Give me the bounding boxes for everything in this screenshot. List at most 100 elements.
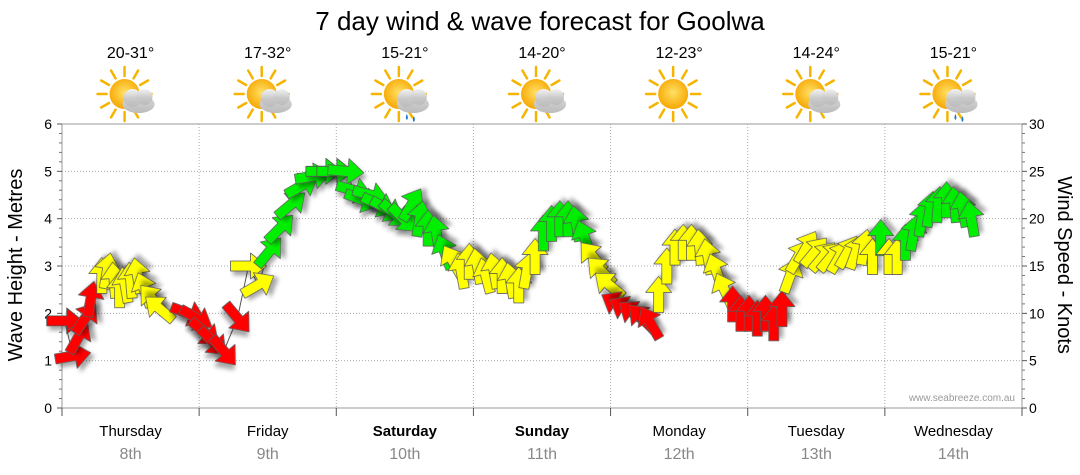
sunny-icon bbox=[644, 65, 702, 123]
wind-arrow-shape bbox=[327, 158, 365, 185]
y-tick-label-left: 2 bbox=[44, 305, 52, 321]
y-tick-label-right: 25 bbox=[1029, 163, 1045, 179]
sun-ray bbox=[785, 79, 796, 87]
cloud-shade bbox=[396, 97, 429, 113]
partly-cloudy-icon bbox=[233, 65, 292, 123]
sun-ray bbox=[511, 101, 522, 109]
temperature-range: 14-24° bbox=[793, 45, 840, 62]
sun-ray bbox=[511, 79, 522, 87]
rain-drop bbox=[412, 116, 415, 122]
wind-arrow bbox=[327, 158, 365, 185]
rain-drop bbox=[405, 114, 408, 120]
y-tick-label-right: 10 bbox=[1029, 305, 1045, 321]
y-tick-label-left: 3 bbox=[44, 258, 52, 274]
sun-ray bbox=[521, 69, 529, 80]
grid bbox=[61, 123, 1023, 409]
temperature-range: 20-31° bbox=[107, 45, 154, 62]
wind-arrow bbox=[263, 214, 294, 245]
wind-arrow-shape bbox=[253, 237, 282, 270]
sun-ray bbox=[269, 69, 277, 80]
sun-ray bbox=[384, 69, 392, 80]
y-tick-label-right: 20 bbox=[1029, 211, 1045, 227]
sun-ray bbox=[550, 79, 561, 87]
sun-ray bbox=[237, 79, 248, 87]
weather-icons bbox=[96, 65, 978, 123]
sun-ray bbox=[406, 69, 414, 80]
sun-ray bbox=[374, 79, 385, 87]
sun-ray bbox=[543, 69, 551, 80]
sun-ray bbox=[824, 79, 835, 87]
sun-disc bbox=[658, 79, 689, 109]
sun-ray bbox=[413, 79, 424, 87]
sun-ray bbox=[132, 69, 140, 80]
sun-rays bbox=[96, 65, 153, 123]
cloud-shade bbox=[808, 97, 841, 113]
wind-arrow bbox=[768, 290, 796, 328]
sun-ray bbox=[138, 79, 150, 87]
y-tick-label-left: 1 bbox=[44, 353, 52, 369]
day-date: 10th bbox=[389, 446, 420, 463]
day-name: Wednesday bbox=[914, 423, 993, 440]
cloud bbox=[534, 89, 566, 113]
showers-icon bbox=[370, 65, 429, 123]
cloud-shade bbox=[945, 97, 978, 113]
rain-drops bbox=[954, 114, 964, 122]
showers-icon bbox=[919, 65, 978, 123]
sun-ray bbox=[648, 79, 659, 87]
day-name: Saturday bbox=[373, 423, 438, 440]
wind-arrow bbox=[221, 300, 250, 333]
sun-ray bbox=[384, 108, 392, 119]
sun-ray bbox=[785, 101, 796, 109]
wind-arrow-shape bbox=[239, 272, 275, 299]
day-date: 14th bbox=[938, 446, 969, 463]
sun-ray bbox=[658, 108, 666, 119]
day-name: Sunday bbox=[515, 423, 570, 440]
day-name: Monday bbox=[652, 423, 706, 440]
wind-arrow bbox=[253, 237, 282, 270]
watermark: www.seabreeze.com.au bbox=[908, 393, 1015, 404]
day-date: 9th bbox=[257, 446, 279, 463]
wind-arrow bbox=[637, 306, 665, 342]
cloud bbox=[259, 89, 292, 113]
temperature-range: 15-21° bbox=[930, 45, 977, 62]
sun-ray bbox=[521, 108, 529, 119]
sun-ray bbox=[922, 101, 934, 109]
y-tick-label-right: 30 bbox=[1029, 116, 1045, 132]
sun-ray bbox=[99, 101, 111, 109]
day-name: Tuesday bbox=[788, 423, 845, 440]
sun-ray bbox=[246, 108, 254, 119]
wind-arrow-shape bbox=[263, 214, 294, 245]
cloud-shade bbox=[534, 97, 566, 113]
wind-arrow-shape bbox=[397, 188, 425, 223]
sun-rays bbox=[644, 65, 702, 123]
sun-ray bbox=[687, 101, 698, 109]
wind-arrow-shape bbox=[957, 200, 985, 238]
y-tick-label-right: 15 bbox=[1029, 258, 1045, 274]
sun-ray bbox=[687, 79, 698, 87]
y-tick-label-left: 4 bbox=[44, 211, 52, 227]
cloud-shade bbox=[122, 97, 155, 113]
day-name: Friday bbox=[247, 423, 289, 440]
sun-ray bbox=[932, 69, 940, 80]
cloud-shade bbox=[259, 97, 292, 113]
sun-ray bbox=[795, 69, 803, 80]
y-axis-label-right: Wind Speed - Knots bbox=[1053, 176, 1075, 354]
sun-ray bbox=[658, 69, 666, 80]
cloud bbox=[808, 89, 841, 113]
wind-arrow bbox=[397, 188, 425, 223]
temperature-range: 17-32° bbox=[244, 45, 291, 62]
wind-arrow-shape bbox=[637, 306, 665, 342]
sun-ray bbox=[237, 101, 248, 109]
cloud bbox=[396, 89, 429, 113]
sun-ray bbox=[961, 79, 973, 87]
day-date: 13th bbox=[801, 446, 832, 463]
y-tick-label-left: 0 bbox=[44, 400, 52, 416]
sun-ray bbox=[955, 69, 963, 80]
temperature-range: 14-20° bbox=[518, 45, 565, 62]
sun-ray bbox=[276, 79, 287, 87]
rain-drop bbox=[961, 116, 964, 122]
wind-arrow-shape bbox=[207, 333, 236, 366]
temperature-labels: 20-31° 17-32° 15-21° 14-20° 12-23° 14-24° 15-2… bbox=[107, 45, 977, 62]
partly-cloudy-icon bbox=[782, 65, 841, 123]
